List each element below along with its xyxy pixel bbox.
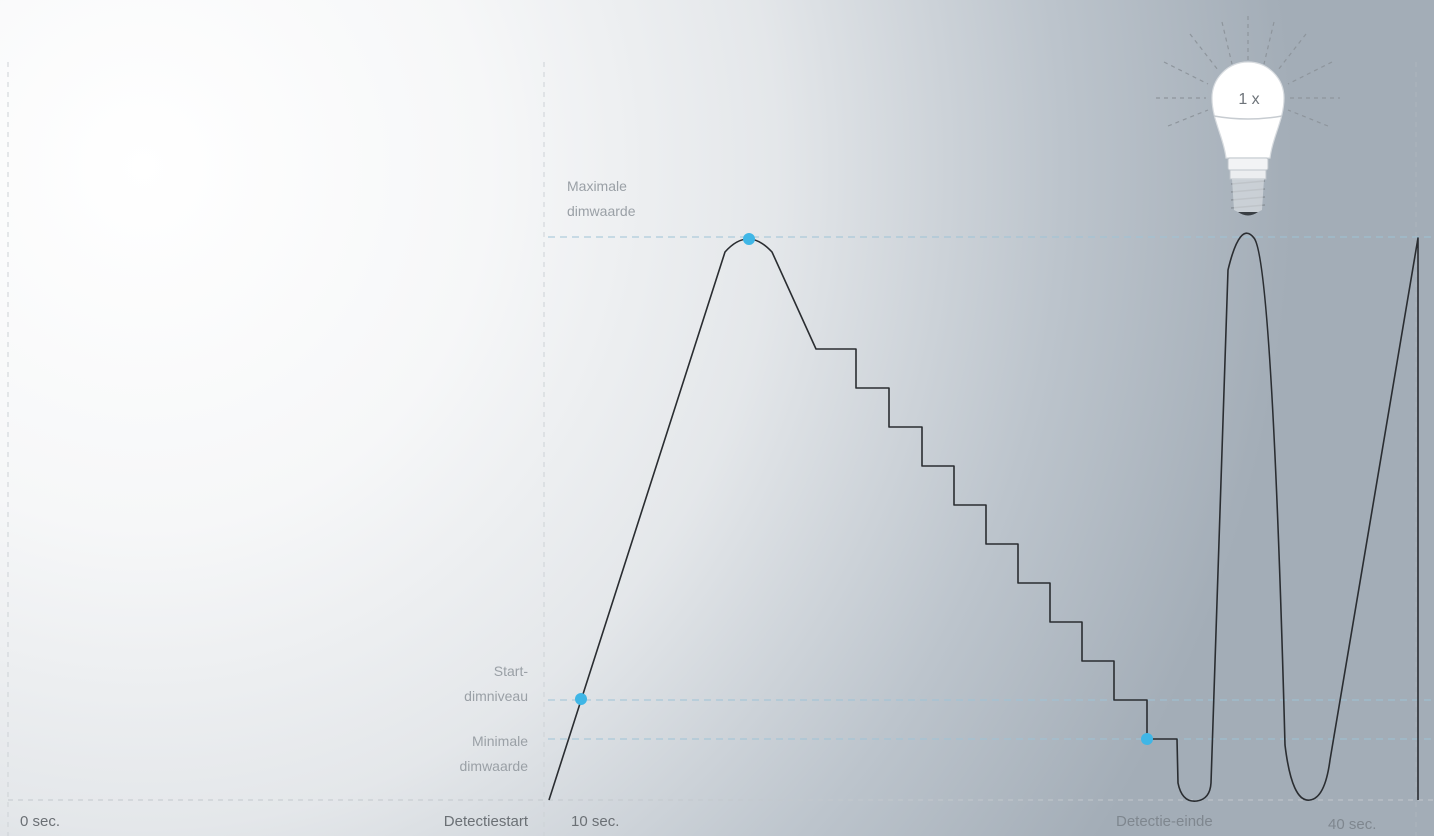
min-level-label: Minimale dimwaarde [400,729,528,779]
max-level-label: Maximale dimwaarde [567,174,635,224]
start-level-label: Start- dimniveau [400,659,528,709]
max-level-label-line1: Maximale [567,178,627,194]
start-level-marker [575,693,587,705]
start-level-label-line1: Start- [493,663,528,679]
detection-start-label: Detectiestart [443,813,528,830]
time-label-0s: 0 sec. [20,813,61,830]
max-level-marker [743,233,755,245]
start-level-label-line2: dimniveau [464,688,528,704]
min-level-label-line2: dimwaarde [459,758,528,774]
light-bulb-icon [1156,16,1340,216]
detection-end-label: Detectie-einde [1116,813,1213,830]
bulb-count-badge: 1 x [1238,91,1259,108]
dimming-curve [548,232,1419,802]
time-label-10s: 10 sec. [571,813,620,830]
time-label-40s: 40 sec. [1328,816,1377,833]
min-level-label-line1: Minimale [471,733,528,749]
max-level-label-line2: dimwaarde [567,203,636,219]
min-level-marker [1141,733,1153,745]
